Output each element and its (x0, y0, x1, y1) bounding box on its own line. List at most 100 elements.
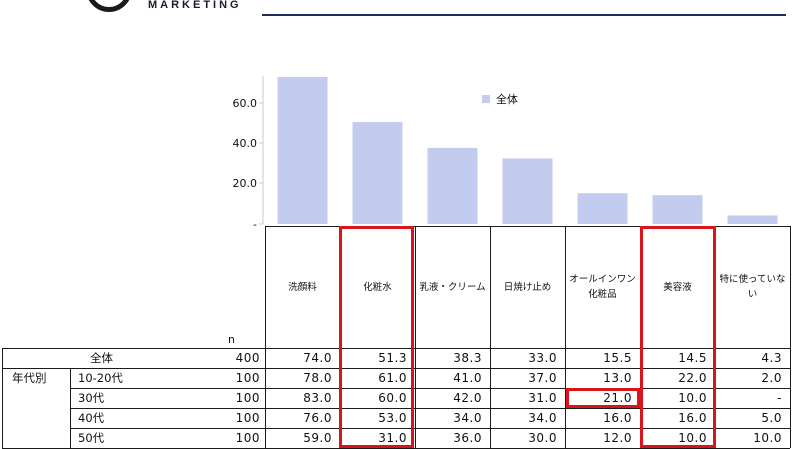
header-divider (262, 14, 786, 16)
table-cell: 10.0 (678, 431, 707, 445)
category-label-line: 化粧品 (588, 289, 617, 300)
table-cell: - (777, 391, 782, 405)
table-cell: 37.0 (528, 371, 557, 385)
table-cell: 14.5 (678, 351, 707, 365)
y-tick-label: 60.0 (233, 97, 258, 110)
table-cell: 21.0 (603, 391, 632, 405)
table-top-border (265, 226, 790, 227)
category-header-text: 乳液・クリーム (419, 280, 485, 295)
table-cell: 41.0 (453, 371, 482, 385)
table-cell: 78.0 (303, 371, 332, 385)
table-cell: 42.0 (453, 391, 482, 405)
category-header-text: 美容液 (663, 280, 692, 295)
header-bottom-border (2, 348, 790, 349)
highlight-box (566, 388, 640, 408)
bar (502, 158, 553, 224)
table-cell: 38.3 (453, 351, 482, 365)
row-divider (70, 408, 790, 409)
category-header-text: 特に使っていない (719, 272, 785, 302)
row-n-value: 400 (235, 351, 260, 365)
table-left-border (2, 348, 3, 448)
row-label: 全体 (90, 351, 113, 365)
table-cell: 33.0 (528, 351, 557, 365)
highlight-box (640, 226, 716, 448)
table-cell: 15.5 (603, 351, 632, 365)
n-column-header: n (228, 333, 235, 346)
y-tick-label: 40.0 (233, 137, 258, 150)
category-label-line: 乳液・クリーム (419, 281, 486, 293)
bar (427, 147, 478, 224)
y-tick-label: - (253, 218, 257, 231)
bar (577, 193, 628, 224)
category-header: 特に使っていない (715, 226, 790, 348)
category-header: 美容液 (640, 226, 715, 348)
row-n-value: 100 (235, 431, 260, 445)
table-cell: 22.0 (678, 371, 707, 385)
category-header: 洗顔料 (265, 226, 340, 348)
header-column-divider (790, 226, 791, 348)
category-header: 日焼け止め (490, 226, 565, 348)
row-divider (2, 368, 790, 369)
bar (277, 76, 328, 224)
category-header-text: 洗顔料 (288, 280, 317, 295)
body-column-divider (490, 348, 491, 448)
table-cell: 30.0 (528, 431, 557, 445)
category-header-text: オールインワン 化粧品 (569, 272, 636, 302)
category-header-text: 化粧水 (363, 280, 392, 295)
row-n-value: 100 (235, 391, 260, 405)
table-cell: 76.0 (303, 411, 332, 425)
table-cell: 10.0 (678, 391, 707, 405)
row-divider (70, 428, 790, 429)
body-column-divider (790, 348, 791, 448)
header-column-divider (490, 226, 491, 348)
brand-name: MARKETING (148, 0, 242, 11)
category-header: 化粧水 (340, 226, 415, 348)
category-label-line: 洗顔料 (288, 281, 317, 293)
body-column-divider (565, 348, 566, 448)
chart-legend: 全体 (482, 91, 518, 107)
row-n-value: 100 (235, 411, 260, 425)
row-label: 10-20代 (78, 371, 123, 385)
header-column-divider (565, 226, 566, 348)
table-cell: 5.0 (761, 411, 782, 425)
category-label-line: 化粧水 (363, 281, 392, 293)
table-cell: 34.0 (528, 411, 557, 425)
category-header: オールインワン 化粧品 (565, 226, 640, 348)
table-cell: 4.3 (761, 351, 782, 365)
table-cell: 60.0 (378, 391, 407, 405)
category-label-line: 特に使っていな (719, 274, 786, 285)
category-label-line: 日焼け止め (503, 281, 552, 293)
table-cell: 53.0 (378, 411, 407, 425)
table-cell: 59.0 (303, 431, 332, 445)
row-divider (70, 388, 790, 389)
highlight-box (339, 226, 414, 448)
table-cell: 10.0 (753, 431, 782, 445)
row-label: 30代 (78, 391, 105, 405)
header-column-divider (415, 226, 416, 348)
table-cell: 2.0 (761, 371, 782, 385)
table-cell: 16.0 (603, 411, 632, 425)
table-cell: 36.0 (453, 431, 482, 445)
bar (652, 195, 703, 224)
category-header: 乳液・クリーム (415, 226, 490, 348)
table-cell: 31.0 (528, 391, 557, 405)
table-cell: 61.0 (378, 371, 407, 385)
category-header-text: 日焼け止め (504, 280, 552, 295)
legend-swatch (482, 95, 490, 103)
row-n-value: 100 (235, 371, 260, 385)
table-cell: 34.0 (453, 411, 482, 425)
table-cell: 16.0 (678, 411, 707, 425)
legend-label: 全体 (496, 93, 518, 106)
bar (352, 122, 403, 224)
y-tick-label: 20.0 (233, 177, 258, 190)
header-column-divider (265, 226, 266, 348)
table-cell: 51.3 (378, 351, 407, 365)
bar (727, 215, 778, 224)
table-cell: 12.0 (603, 431, 632, 445)
group-column-divider (70, 368, 71, 448)
group-label: 年代別 (12, 371, 47, 385)
row-label: 50代 (78, 431, 105, 445)
body-column-divider (415, 348, 416, 448)
category-label-line: い (747, 289, 758, 300)
